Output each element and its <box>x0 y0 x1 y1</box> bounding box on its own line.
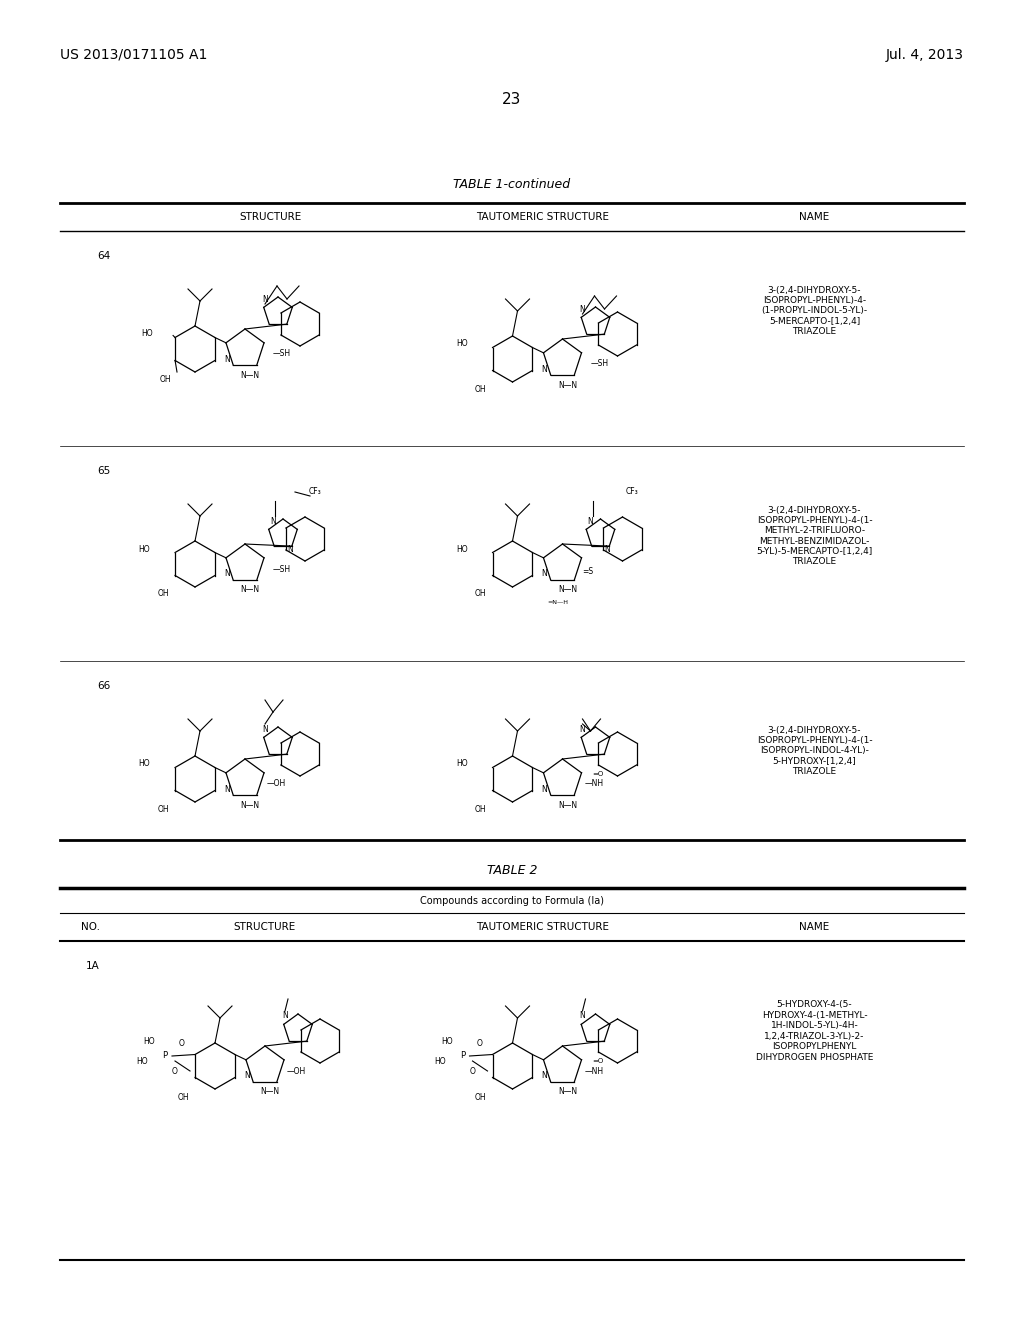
Text: N: N <box>580 1011 586 1020</box>
Text: =S: =S <box>583 568 594 577</box>
Text: N: N <box>542 364 548 374</box>
Text: O: O <box>172 1067 178 1076</box>
Text: Jul. 4, 2013: Jul. 4, 2013 <box>886 48 964 62</box>
Text: N: N <box>604 544 610 553</box>
Text: TABLE 2: TABLE 2 <box>486 863 538 876</box>
Text: TAUTOMERIC STRUCTURE: TAUTOMERIC STRUCTURE <box>476 921 609 932</box>
Text: NAME: NAME <box>800 921 829 932</box>
Text: =O: =O <box>592 771 603 777</box>
Text: N: N <box>244 1072 250 1081</box>
Text: =O: =O <box>592 1059 603 1064</box>
Text: HO: HO <box>456 759 468 768</box>
Text: 3-(2,4-DIHYDROXY-5-
ISOPROPYL-PHENYL)-4-(1-
METHYL-2-TRIFLUORO-
METHYL-BENZIMIDA: 3-(2,4-DIHYDROXY-5- ISOPROPYL-PHENYL)-4-… <box>757 506 872 566</box>
Text: HO: HO <box>138 544 150 553</box>
Text: O: O <box>470 1067 475 1076</box>
Text: N: N <box>588 516 593 525</box>
Text: P: P <box>460 1052 465 1060</box>
Text: N—N: N—N <box>260 1088 280 1097</box>
Text: N—N: N—N <box>241 371 259 380</box>
Text: N: N <box>287 544 293 553</box>
Text: —SH: —SH <box>591 359 608 368</box>
Text: N—N: N—N <box>558 586 578 594</box>
Text: O: O <box>179 1040 185 1048</box>
Text: —SH: —SH <box>273 565 291 573</box>
Text: —SH: —SH <box>273 350 291 359</box>
Text: OH: OH <box>475 590 486 598</box>
Text: =N—H: =N—H <box>547 599 568 605</box>
Text: NAME: NAME <box>800 213 829 222</box>
Text: HO: HO <box>136 1056 148 1065</box>
Text: 1A: 1A <box>86 961 100 972</box>
Text: —NH: —NH <box>585 1067 603 1076</box>
Text: N: N <box>262 725 268 734</box>
Text: —NH: —NH <box>585 780 603 788</box>
Text: 3-(2,4-DIHYDROXY-5-
ISOPROPYL-PHENYL)-4-(1-
ISOPROPYL-INDOL-4-YL)-
5-HYDROXY-[1,: 3-(2,4-DIHYDROXY-5- ISOPROPYL-PHENYL)-4-… <box>757 726 872 776</box>
Text: TABLE 1-continued: TABLE 1-continued <box>454 178 570 191</box>
Text: OH: OH <box>177 1093 188 1102</box>
Text: 3-(2,4-DIHYDROXY-5-
ISOPROPYL-PHENYL)-4-
(1-PROPYL-INDOL-5-YL)-
5-MERCAPTO-[1,2,: 3-(2,4-DIHYDROXY-5- ISOPROPYL-PHENYL)-4-… <box>762 285 867 337</box>
Text: N: N <box>224 569 229 578</box>
Text: N: N <box>270 516 275 525</box>
Text: OH: OH <box>475 1093 486 1102</box>
Text: OH: OH <box>475 804 486 813</box>
Text: OH: OH <box>159 375 171 384</box>
Text: STRUCTURE: STRUCTURE <box>233 921 296 932</box>
Text: N: N <box>580 305 586 314</box>
Text: STRUCTURE: STRUCTURE <box>239 213 301 222</box>
Text: N—N: N—N <box>558 800 578 809</box>
Text: 65: 65 <box>96 466 110 477</box>
Text: —OH: —OH <box>267 780 287 788</box>
Text: 5-HYDROXY-4-(5-
HYDROXY-4-(1-METHYL-
1H-INDOL-5-YL)-4H-
1,2,4-TRIAZOL-3-YL)-2-
I: 5-HYDROXY-4-(5- HYDROXY-4-(1-METHYL- 1H-… <box>756 1001 873 1061</box>
Text: 64: 64 <box>96 251 110 261</box>
Text: HO: HO <box>456 544 468 553</box>
Text: Compounds according to Formula (Ia): Compounds according to Formula (Ia) <box>420 896 604 906</box>
Text: N: N <box>542 1072 548 1081</box>
Text: HO: HO <box>441 1036 453 1045</box>
Text: N: N <box>542 784 548 793</box>
Text: HO: HO <box>143 1036 155 1045</box>
Text: N—N: N—N <box>558 1088 578 1097</box>
Text: HO: HO <box>434 1056 445 1065</box>
Text: N: N <box>262 294 268 304</box>
Text: N—N: N—N <box>241 800 259 809</box>
Text: N—N: N—N <box>558 380 578 389</box>
Text: HO: HO <box>456 339 468 348</box>
Text: CF₃: CF₃ <box>308 487 322 495</box>
Text: OH: OH <box>158 590 169 598</box>
Text: HO: HO <box>138 759 150 768</box>
Text: OH: OH <box>158 804 169 813</box>
Text: O: O <box>476 1040 482 1048</box>
Text: US 2013/0171105 A1: US 2013/0171105 A1 <box>60 48 208 62</box>
Text: N: N <box>224 784 229 793</box>
Text: N: N <box>580 725 586 734</box>
Text: HO: HO <box>141 330 153 338</box>
Text: 66: 66 <box>96 681 110 690</box>
Text: N: N <box>283 1011 288 1020</box>
Text: OH: OH <box>475 384 486 393</box>
Text: TAUTOMERIC STRUCTURE: TAUTOMERIC STRUCTURE <box>476 213 609 222</box>
Text: N—N: N—N <box>241 586 259 594</box>
Text: CF₃: CF₃ <box>626 487 639 495</box>
Text: —OH: —OH <box>287 1067 306 1076</box>
Text: N: N <box>224 355 229 363</box>
Text: NO.: NO. <box>81 921 99 932</box>
Text: 23: 23 <box>503 92 521 107</box>
Text: P: P <box>163 1052 168 1060</box>
Text: N: N <box>542 569 548 578</box>
